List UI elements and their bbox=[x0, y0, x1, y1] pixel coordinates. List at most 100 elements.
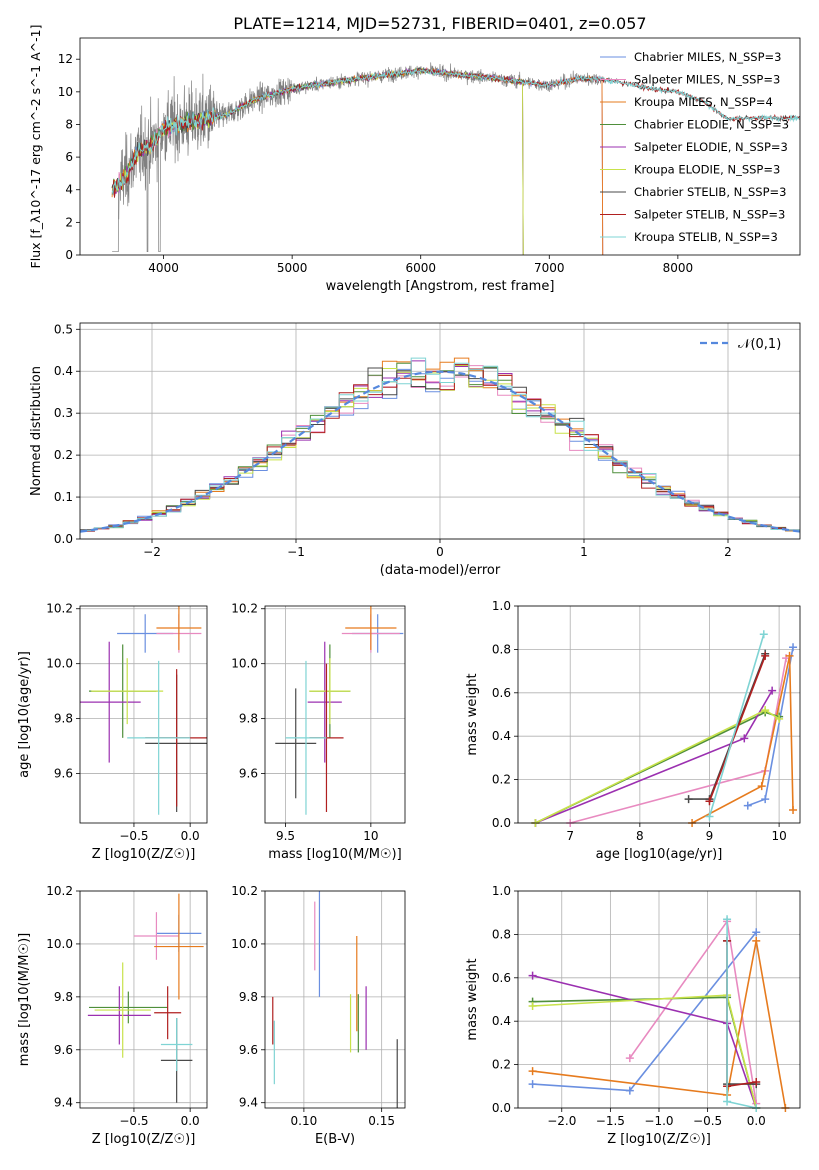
y-tick-label: 0.8 bbox=[492, 642, 511, 656]
x-tick-label: 7 bbox=[566, 829, 574, 843]
model-spectrum-line bbox=[111, 68, 800, 194]
mass-weight-line bbox=[535, 690, 773, 824]
legend-label: Salpeter ELODIE, N_SSP=3 bbox=[634, 140, 788, 154]
mass-weight-line bbox=[708, 633, 765, 817]
y-tick-label: 0.4 bbox=[492, 1014, 511, 1028]
legend-label: Chabrier MILES, N_SSP=3 bbox=[634, 50, 781, 64]
mass-weight-point bbox=[528, 1067, 537, 1076]
mass-weight-point bbox=[528, 971, 537, 980]
y-tick-label: 0.2 bbox=[54, 448, 73, 462]
legend-label: Kroupa MILES, N_SSP=4 bbox=[634, 95, 773, 109]
x-tick-label: 2 bbox=[724, 545, 732, 559]
mass-weight-point bbox=[775, 714, 784, 723]
mass-weight-point bbox=[761, 706, 770, 715]
y-tick-label: 10.0 bbox=[46, 657, 73, 671]
x-tick-label: 9 bbox=[706, 829, 714, 843]
legend-label: Kroupa STELIB, N_SSP=3 bbox=[634, 230, 778, 244]
mass-weight-line bbox=[691, 655, 794, 824]
x-tick-label: 0.10 bbox=[291, 1114, 318, 1128]
y-tick-label: 0.4 bbox=[54, 364, 73, 378]
x-tick-label: 9.5 bbox=[276, 829, 295, 843]
mass-weight-point bbox=[684, 795, 693, 804]
x-axis-label: age [log10(age/yr)] bbox=[596, 847, 723, 862]
y-tick-label: 0.0 bbox=[492, 816, 511, 830]
x-axis-label: Z [log10(Z/Z☉)] bbox=[607, 1132, 711, 1147]
y-tick-label: 10.2 bbox=[231, 602, 258, 616]
y-tick-label: 2 bbox=[65, 215, 73, 229]
axes-residual_hist: −2 −1 0 1 2 0.0 0.1 0.2 0.3 0.4 0.5 𝒩(0,1) (data-mod… bbox=[29, 322, 801, 578]
y-tick-label: 8 bbox=[65, 117, 73, 131]
histogram-step-line bbox=[80, 357, 800, 534]
axes-age_vs_mass: 9.5 10 9.6 9.8 10.0 10.2 mass [log10(M/M☉)] bbox=[231, 602, 406, 862]
x-tick-label: 0.15 bbox=[368, 1114, 395, 1128]
axes-frame bbox=[79, 890, 208, 1109]
y-tick-label: 0.5 bbox=[54, 322, 73, 336]
y-tick-label: 9.8 bbox=[239, 990, 258, 1004]
mass-weight-point bbox=[761, 795, 770, 804]
y-tick-label: 0.6 bbox=[492, 971, 511, 985]
x-tick-label: 0 bbox=[436, 545, 444, 559]
x-tick-label: 0.0 bbox=[181, 829, 200, 843]
axes-frame bbox=[79, 605, 208, 824]
mass-weight-point bbox=[705, 812, 714, 821]
y-tick-label: 10.2 bbox=[46, 602, 73, 616]
y-tick-label: 6 bbox=[65, 150, 73, 164]
x-axis-label: Z [log10(Z/Z☉)] bbox=[92, 1132, 196, 1147]
mass-weight-point bbox=[752, 928, 761, 937]
mass-weight-point bbox=[528, 1002, 537, 1011]
x-tick-label: 6000 bbox=[405, 261, 436, 275]
mass-weight-line bbox=[532, 931, 757, 1092]
x-axis-label: mass [log10(M/M☉)] bbox=[268, 847, 401, 862]
y-tick-label: 1.0 bbox=[492, 599, 511, 613]
mass-weight-point bbox=[528, 1080, 537, 1089]
mass-weight-point bbox=[752, 936, 761, 945]
mass-weight-line bbox=[532, 996, 757, 1109]
y-tick-label: 0.1 bbox=[54, 490, 73, 504]
axes-frame bbox=[264, 605, 406, 824]
mass-weight-point bbox=[625, 1054, 634, 1063]
x-tick-label: 0.0 bbox=[747, 1114, 766, 1128]
x-tick-label: 10 bbox=[363, 829, 378, 843]
x-axis-label: E(B-V) bbox=[315, 1132, 355, 1147]
mass-weight-point bbox=[785, 651, 794, 660]
y-axis-label: Normed distribution bbox=[29, 366, 44, 496]
mass-weight-point bbox=[740, 734, 749, 743]
y-tick-label: 9.4 bbox=[54, 1096, 73, 1110]
mass-weight-point bbox=[705, 797, 714, 806]
x-tick-label: −0.5 bbox=[119, 1114, 148, 1128]
y-tick-label: 12 bbox=[58, 52, 73, 66]
axes-frame bbox=[264, 890, 406, 1109]
y-tick-label: 9.8 bbox=[54, 990, 73, 1004]
y-tick-label: 0.0 bbox=[492, 1101, 511, 1115]
x-tick-label: −0.5 bbox=[693, 1114, 722, 1128]
axes-spectrum: 4000 5000 6000 7000 8000 0 2 4 6 8 10 12 Chabrier MI… bbox=[28, 25, 801, 294]
x-tick-label: 8 bbox=[636, 829, 644, 843]
axes-frame bbox=[79, 322, 801, 540]
y-axis-label: mass weight bbox=[465, 673, 480, 755]
mass-weight-point bbox=[723, 1097, 732, 1106]
axes-mass_vs_Z: −0.5 0.0 9.4 9.6 9.8 10.0 10.2 Z [log10(Z/Z☉)] m… bbox=[17, 884, 208, 1147]
legend-label: Salpeter MILES, N_SSP=3 bbox=[634, 73, 780, 87]
axes-mass_vs_ebv: 0.10 0.15 9.4 9.6 9.8 10.0 10.2 E(B-V) bbox=[231, 884, 406, 1147]
y-tick-label: 10.0 bbox=[231, 937, 258, 951]
normal-curve-line bbox=[79, 370, 801, 533]
mass-weight-point bbox=[761, 651, 770, 660]
axes-frame bbox=[517, 890, 801, 1109]
legend-label: Kroupa ELODIE, N_SSP=3 bbox=[634, 163, 780, 177]
model-spectrum-line bbox=[111, 66, 800, 198]
mass-weight-line bbox=[532, 940, 787, 1109]
y-axis-label: mass weight bbox=[465, 958, 480, 1040]
y-tick-label: 0.4 bbox=[492, 729, 511, 743]
x-tick-label: −1 bbox=[287, 545, 305, 559]
y-tick-label: 10 bbox=[58, 85, 73, 99]
y-tick-label: 10.0 bbox=[231, 657, 258, 671]
y-tick-label: 9.6 bbox=[239, 767, 258, 781]
x-tick-label: −0.5 bbox=[119, 829, 148, 843]
y-tick-label: 0.6 bbox=[492, 686, 511, 700]
mass-weight-line bbox=[708, 655, 766, 802]
mass-weight-point bbox=[625, 1086, 634, 1095]
model-spectrum-line bbox=[111, 68, 604, 255]
y-tick-label: 1.0 bbox=[492, 884, 511, 898]
model-spectrum-line bbox=[111, 67, 604, 255]
